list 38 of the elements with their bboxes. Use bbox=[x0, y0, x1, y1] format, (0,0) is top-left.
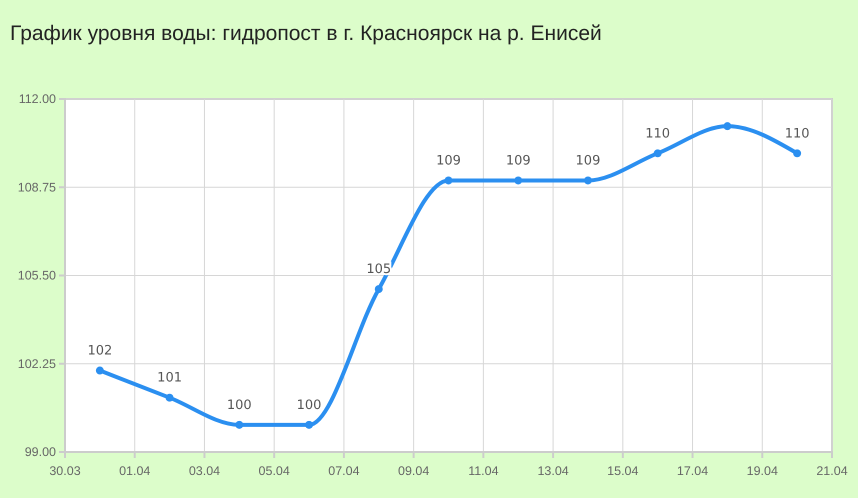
point bbox=[584, 176, 592, 184]
y-tick-label: 112.00 bbox=[18, 92, 56, 106]
y-tick-label: 105.50 bbox=[18, 268, 56, 282]
x-tick-label: 19.04 bbox=[746, 464, 778, 478]
y-tick-label: 99.00 bbox=[24, 445, 56, 459]
x-tick-label: 03.04 bbox=[188, 464, 220, 478]
x-tick-label: 09.04 bbox=[398, 464, 430, 478]
point bbox=[444, 176, 452, 184]
data-label: 110 bbox=[784, 126, 810, 142]
data-label: 101 bbox=[157, 370, 182, 386]
point bbox=[514, 176, 522, 184]
point bbox=[723, 122, 732, 130]
y-tick-label: 108.75 bbox=[18, 180, 56, 194]
x-tick-label: 30.03 bbox=[49, 464, 81, 478]
y-tick-label: 102.25 bbox=[18, 356, 56, 371]
x-tick-label: 13.04 bbox=[537, 464, 569, 478]
x-tick-label: 15.04 bbox=[607, 464, 639, 478]
x-tick-label: 07.04 bbox=[328, 464, 360, 478]
data-label: 102 bbox=[87, 344, 112, 359]
x-tick-label: 17.04 bbox=[676, 464, 708, 478]
point bbox=[166, 394, 174, 402]
data-label: 100 bbox=[226, 398, 252, 413]
point bbox=[235, 420, 244, 429]
point bbox=[374, 285, 383, 294]
x-tick-label: 11.04 bbox=[468, 464, 499, 478]
chart-title: График уровня воды: гидропост в г. Красноярск на р. Енисей bbox=[10, 22, 602, 45]
point bbox=[96, 366, 104, 375]
data-label: 110 bbox=[645, 126, 670, 142]
point bbox=[305, 420, 314, 429]
point bbox=[654, 149, 662, 158]
data-label: 109 bbox=[506, 153, 531, 168]
point bbox=[793, 149, 802, 158]
x-tick-label: 05.04 bbox=[258, 464, 290, 478]
data-label: 109 bbox=[436, 153, 461, 168]
data-label: 100 bbox=[296, 398, 322, 413]
x-tick-label: 01.04 bbox=[119, 464, 150, 478]
x-tick-label: 21.04 bbox=[816, 464, 848, 478]
data-label: 109 bbox=[576, 153, 600, 168]
